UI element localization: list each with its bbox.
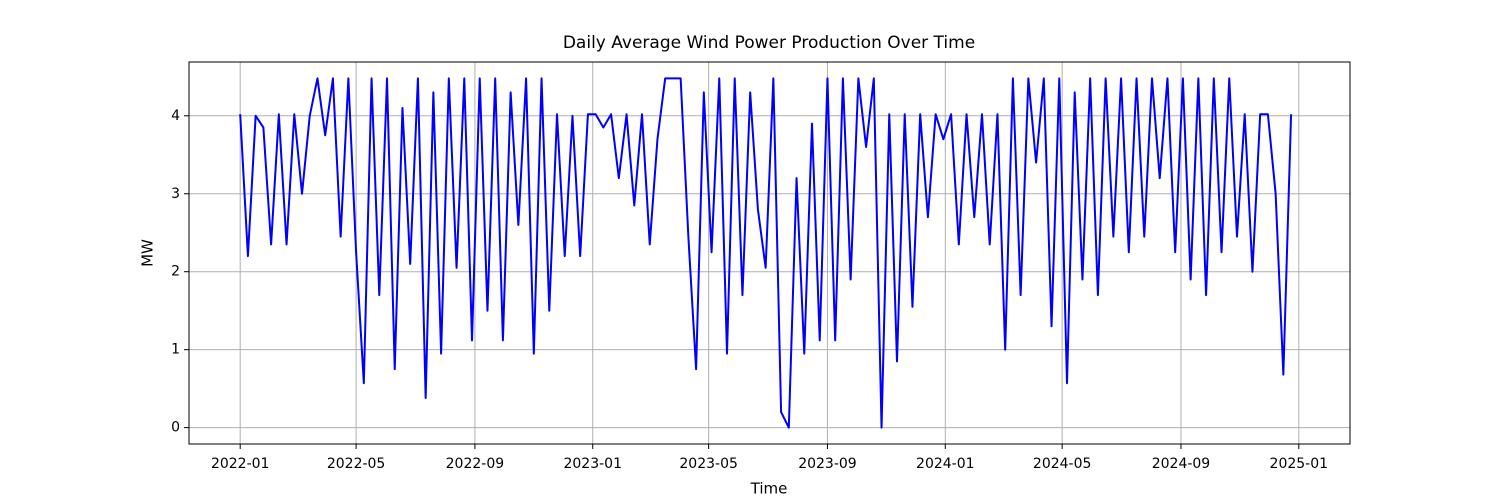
chart-title: Daily Average Wind Power Production Over… — [563, 33, 975, 53]
x-tick-label: 2024-05 — [1033, 456, 1092, 472]
y-tick-label: 2 — [171, 264, 180, 280]
data-line — [239, 77, 1293, 429]
x-tick-label: 2025-01 — [1270, 456, 1329, 472]
y-tick-label: 3 — [171, 186, 180, 202]
y-tick-label: 1 — [171, 342, 180, 358]
x-tick-label: 2023-01 — [563, 456, 622, 472]
y-tick-label: 4 — [171, 108, 180, 124]
y-tick-label: 0 — [171, 420, 180, 436]
x-tick-label: 2024-01 — [916, 456, 975, 472]
x-tick-label: 2023-05 — [679, 456, 738, 472]
x-tick-label: 2024-09 — [1152, 456, 1211, 472]
x-tick-label: 2022-01 — [211, 456, 270, 472]
x-tick-label: 2023-09 — [798, 456, 857, 472]
plot-frame — [188, 61, 1351, 445]
y-axis-label: MW — [139, 239, 157, 267]
x-axis-label: Time — [750, 480, 788, 498]
x-tick-label: 2022-09 — [446, 456, 505, 472]
x-tick-label: 2022-05 — [327, 456, 386, 472]
